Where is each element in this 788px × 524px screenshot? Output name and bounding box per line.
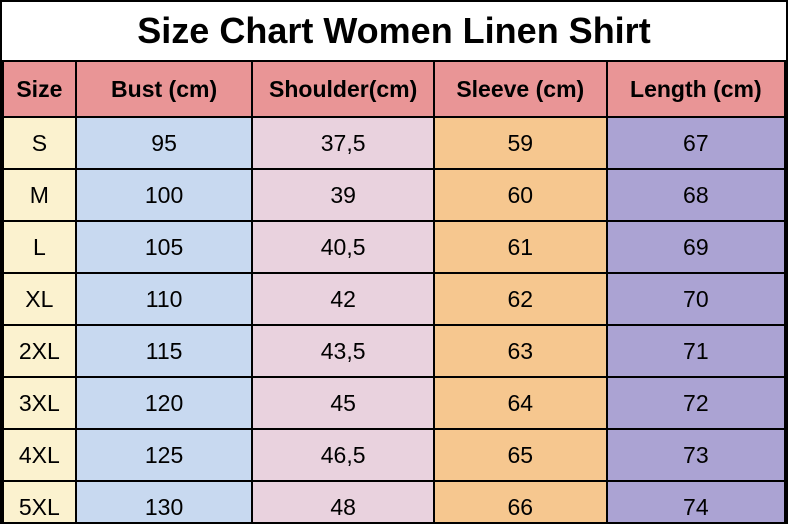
table-cell: 48 (251, 480, 435, 522)
row-header-size: 4XL (2, 428, 77, 482)
table-cell: 105 (74, 220, 254, 274)
table-cell: 62 (432, 272, 608, 326)
table-cell: 46,5 (251, 428, 435, 482)
table-cell: 63 (432, 324, 608, 378)
column-header-sleeve-cm: Sleeve (cm) (432, 60, 608, 118)
table-cell: 37,5 (251, 116, 435, 170)
table-row: 5XL 130 48 66 74 (2, 480, 786, 522)
row-header-size: M (2, 168, 77, 222)
table-cell: 115 (74, 324, 254, 378)
table-cell: 60 (432, 168, 608, 222)
table-row: 4XL 125 46,5 65 73 (2, 428, 786, 482)
table-cell: 73 (605, 428, 786, 482)
table-cell: 65 (432, 428, 608, 482)
table-cell: 66 (432, 480, 608, 522)
table-cell: 69 (605, 220, 786, 274)
table-cell: 72 (605, 376, 786, 430)
table-cell: 43,5 (251, 324, 435, 378)
table-cell: 64 (432, 376, 608, 430)
table-cell: 70 (605, 272, 786, 326)
table-row: L 105 40,5 61 69 (2, 220, 786, 274)
table-cell: 61 (432, 220, 608, 274)
table-cell: 74 (605, 480, 786, 522)
table-row: S 95 37,5 59 67 (2, 116, 786, 170)
chart-title: Size Chart Women Linen Shirt (137, 10, 651, 51)
table-cell: 40,5 (251, 220, 435, 274)
table-body: S 95 37,5 59 67 M 100 39 60 68 L 105 40,5 61 69 XL 110 42… (2, 116, 786, 522)
table-cell: 45 (251, 376, 435, 430)
column-header-size: Size (2, 60, 77, 118)
table-cell: 42 (251, 272, 435, 326)
size-table: Size Bust (cm) Shoulder(cm) Sleeve (cm) Leng… (2, 60, 786, 522)
column-header-length-cm: Length (cm) (605, 60, 786, 118)
row-header-size: L (2, 220, 77, 274)
table-row: XL 110 42 62 70 (2, 272, 786, 326)
row-header-size: S (2, 116, 77, 170)
table-cell: 71 (605, 324, 786, 378)
header-row: Size Bust (cm) Shoulder(cm) Sleeve (cm) Leng… (2, 60, 786, 118)
row-header-size: 5XL (2, 480, 77, 522)
table-row: 2XL 115 43,5 63 71 (2, 324, 786, 378)
table-cell: 59 (432, 116, 608, 170)
table-row: M 100 39 60 68 (2, 168, 786, 222)
row-header-size: 2XL (2, 324, 77, 378)
table-cell: 110 (74, 272, 254, 326)
table-cell: 68 (605, 168, 786, 222)
table-cell: 120 (74, 376, 254, 430)
column-header-shoulder-cm: Shoulder(cm) (251, 60, 435, 118)
table-cell: 67 (605, 116, 786, 170)
table-cell: 130 (74, 480, 254, 522)
table-cell: 100 (74, 168, 254, 222)
row-header-size: XL (2, 272, 77, 326)
table-cell: 39 (251, 168, 435, 222)
table-row: 3XL 120 45 64 72 (2, 376, 786, 430)
row-header-size: 3XL (2, 376, 77, 430)
table-cell: 125 (74, 428, 254, 482)
table-cell: 95 (74, 116, 254, 170)
column-header-bust-cm: Bust (cm) (74, 60, 254, 118)
